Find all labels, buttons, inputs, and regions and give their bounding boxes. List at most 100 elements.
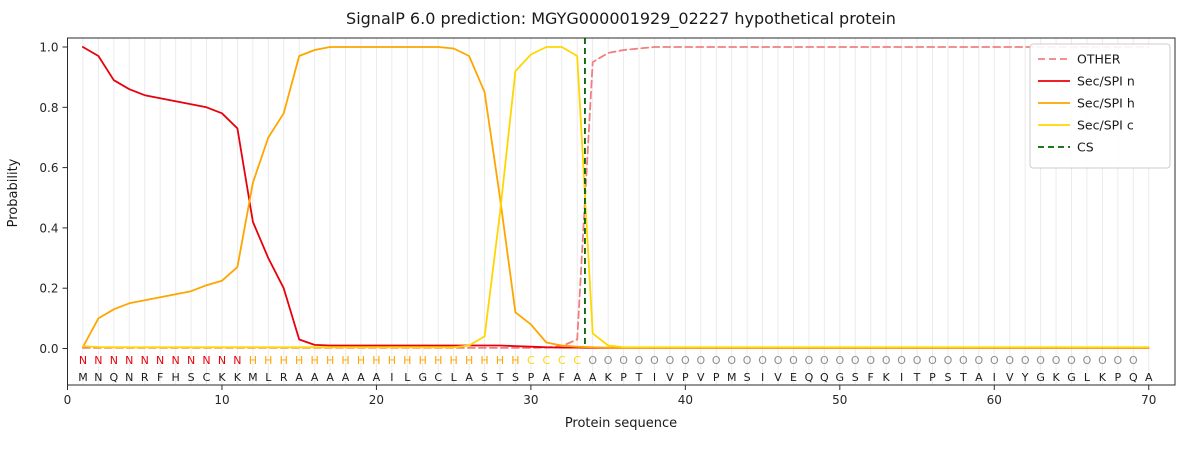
region-label: O: [588, 354, 597, 367]
region-label: O: [851, 354, 860, 367]
x-tick-label: 10: [214, 393, 229, 407]
x-tick-label: 60: [987, 393, 1002, 407]
residue-letter: I: [761, 371, 764, 384]
plot-grid: [82, 38, 1150, 385]
x-axis-label: Protein sequence: [565, 416, 677, 431]
legend: OTHER Sec/SPI n Sec/SPI h Sec/SPI c CS: [1029, 43, 1171, 169]
residue-letter: I: [390, 371, 393, 384]
residue-letter: V: [774, 371, 782, 384]
region-label: O: [820, 354, 829, 367]
region-label: C: [573, 354, 581, 367]
residue-letter: L: [1084, 371, 1091, 384]
region-label: O: [944, 354, 953, 367]
region-label: O: [928, 354, 937, 367]
residue-letter: F: [157, 371, 163, 384]
y-tick-label: 0.2: [39, 282, 58, 296]
residue-letter: R: [141, 371, 149, 384]
legend-item-label: OTHER: [1077, 52, 1121, 67]
region-label: N: [94, 354, 102, 367]
residue-letter: V: [666, 371, 674, 384]
region-label: O: [619, 354, 628, 367]
region-label: O: [805, 354, 814, 367]
region-label: O: [1083, 354, 1092, 367]
sequence-letters: NMNNNQNNNRNFNHNSNCNKNKHMHLHRHAHAHAHAHAHA…: [78, 354, 1153, 384]
residue-letter: R: [280, 371, 288, 384]
residue-letter: I: [900, 371, 903, 384]
region-label: O: [1036, 354, 1045, 367]
region-label: N: [110, 354, 118, 367]
legend-item-label: Sec/SPI c: [1077, 118, 1134, 133]
residue-letter: E: [790, 371, 797, 384]
legend-item-sec-spi-h: Sec/SPI h: [1038, 96, 1135, 111]
axis-frame: 0.0 0.2 0.4 0.6 0.8 1.0 0 10 20 30 40 50 60 70: [39, 37, 1176, 407]
region-label: O: [696, 354, 705, 367]
residue-letter: S: [852, 371, 859, 384]
residue-letter: Y: [1021, 371, 1029, 384]
legend-item-sec-spi-c: Sec/SPI c: [1038, 118, 1134, 133]
legend-item-label: Sec/SPI n: [1077, 74, 1135, 89]
residue-letter: T: [959, 371, 967, 384]
chart-title: SignalP 6.0 prediction: MGYG000001929_02…: [346, 9, 896, 29]
region-label: N: [202, 354, 210, 367]
residue-letter: K: [218, 371, 226, 384]
region-label: H: [388, 354, 396, 367]
region-label: O: [866, 354, 875, 367]
x-tick-label: 40: [678, 393, 693, 407]
region-label: H: [326, 354, 334, 367]
residue-letter: P: [929, 371, 936, 384]
residue-letter: A: [311, 371, 319, 384]
x-tick-label: 70: [1141, 393, 1156, 407]
residue-letter: K: [883, 371, 891, 384]
residue-letter: T: [913, 371, 921, 384]
y-tick-label: 0.8: [39, 101, 58, 115]
residue-letter: Q: [820, 371, 829, 384]
residue-letter: N: [125, 371, 133, 384]
region-label: N: [125, 354, 133, 367]
x-tick-label: 30: [523, 393, 538, 407]
region-label: O: [1114, 354, 1123, 367]
region-label: C: [542, 354, 550, 367]
region-label: H: [295, 354, 303, 367]
residue-letter: C: [203, 371, 211, 384]
legend-item-cs: CS: [1038, 140, 1094, 155]
residue-letter: A: [326, 371, 334, 384]
region-label: O: [897, 354, 906, 367]
data-series: [82, 38, 1150, 349]
region-label: H: [311, 354, 319, 367]
residue-letter: A: [295, 371, 303, 384]
region-label: N: [233, 354, 241, 367]
residue-letter: P: [713, 371, 720, 384]
region-label: O: [913, 354, 922, 367]
region-label: H: [419, 354, 427, 367]
residue-letter: T: [635, 371, 643, 384]
region-label: O: [635, 354, 644, 367]
region-label: O: [1021, 354, 1030, 367]
residue-letter: A: [975, 371, 983, 384]
region-label: H: [434, 354, 442, 367]
residue-letter: G: [1067, 371, 1076, 384]
residue-letter: A: [342, 371, 350, 384]
region-label: O: [990, 354, 999, 367]
region-label: O: [650, 354, 659, 367]
region-label: O: [774, 354, 783, 367]
region-label: H: [496, 354, 504, 367]
region-label: O: [712, 354, 721, 367]
residue-letter: L: [451, 371, 458, 384]
region-label: N: [79, 354, 87, 367]
residue-letter: G: [1036, 371, 1045, 384]
region-label: H: [341, 354, 349, 367]
region-label: N: [187, 354, 195, 367]
residue-letter: H: [171, 371, 179, 384]
residue-letter: G: [836, 371, 845, 384]
y-tick-label: 1.0: [39, 41, 58, 55]
region-label: H: [480, 354, 488, 367]
residue-letter: I: [993, 371, 996, 384]
region-label: H: [280, 354, 288, 367]
residue-letter: F: [559, 371, 565, 384]
x-tick-label: 50: [832, 393, 847, 407]
residue-letter: A: [589, 371, 597, 384]
region-label: O: [1129, 354, 1138, 367]
region-label: N: [218, 354, 226, 367]
residue-letter: K: [234, 371, 242, 384]
